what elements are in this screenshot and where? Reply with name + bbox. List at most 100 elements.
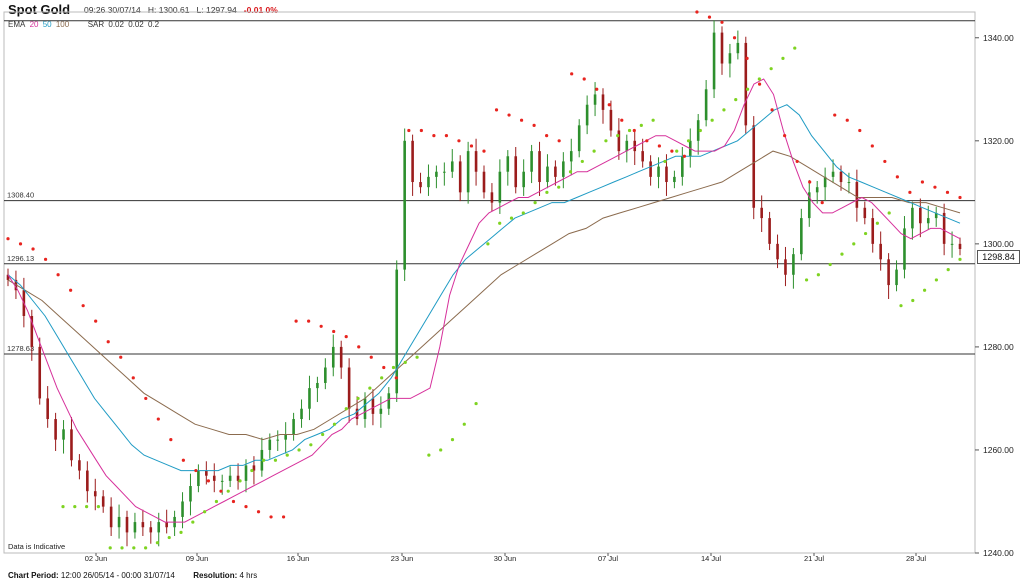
sar-dot-up [262,458,266,462]
sar-dot-down [369,355,373,359]
sar-dot-up [498,221,502,225]
sar-dot-down [570,72,574,76]
candle-body [887,259,890,286]
candle-body [585,104,589,126]
sar-dot-up [450,438,455,442]
sar-dot-down [169,438,173,442]
candle-body [768,218,771,244]
candle-body [157,522,161,533]
sar-dot-down [43,257,48,261]
sar-dot-down [194,468,198,473]
sar-dot-down [294,319,298,323]
sar-dot-down [507,113,511,117]
ema-label: EMA [8,20,26,29]
sar-dot-down [707,15,712,19]
candle-body [593,94,597,105]
candle-body [784,259,787,275]
sar-dot-up [179,530,183,534]
sar-dot-up [568,170,573,174]
sar-dot-down [94,319,98,323]
x-tick-label: 14 Jul [701,554,721,563]
sar-dot-up [922,288,927,292]
candle-body [879,243,882,260]
y-tick-label: 1320.00 [983,136,1014,146]
candle-body [109,506,113,528]
sar-dot-up [486,242,490,246]
candle-body [308,388,311,409]
sar-dot-up [332,422,337,426]
sar-dot-up [61,505,65,509]
sar-dot-up [155,541,160,545]
quote-change: -0.01 0% [243,5,278,15]
sar-dot-down [732,36,737,40]
sar-dot-down [883,159,887,164]
candle-body [316,382,319,389]
sar-dot-up [226,489,230,493]
candle-body [419,182,422,188]
reference-line-label: 1308.40 [7,191,34,200]
candle-body [244,465,248,481]
quote-high: H: 1300.61 [147,5,190,15]
ema50-period: 50 [42,20,52,29]
sar-dot-up [96,505,101,509]
sar-dot-up [852,242,856,246]
sar-param-start: 0.02 [108,20,124,29]
sar-dot-up [309,443,313,447]
candle-body [189,486,192,502]
sar-dot-up [144,546,148,550]
sar-dot-up [85,505,89,509]
candle-body [919,207,922,224]
candle-body [847,182,851,184]
sar-dot-down [645,139,649,143]
candle-body [871,218,875,244]
quote-low: L: 1297.94 [196,5,237,15]
sar-dot-up [344,407,348,411]
chart-header: Spot Gold 09:26 30/07/14 H: 1300.61 L: 1… [0,0,1024,36]
period-value: 12:00 26/05/14 - 00:00 31/07/14 [60,571,175,580]
sar-dot-down [670,149,674,153]
sar-dot-down [895,175,899,179]
candle-body [522,171,525,188]
reference-line-label: 1296.13 [7,254,34,263]
sar-dot-down [219,489,223,493]
candle-body [205,470,208,476]
y-tick-label: 1340.00 [983,33,1014,43]
sar-dot-down [444,134,449,138]
candle-body [427,176,430,188]
sar-dot-down [144,396,148,401]
sar-dot-down [783,134,787,138]
candle-body [807,192,811,219]
sar-dot-down [482,149,486,153]
candle-body [490,192,494,203]
sar-dot-up [533,201,537,205]
sar-dot-down [682,154,687,158]
resolution-value: 4 hrs [239,571,258,580]
candle-body [815,187,819,193]
sar-dot-down [908,190,912,194]
indicator-legend: EMA 20 50 100 SAR 0.02 0.02 0.2 [8,20,161,29]
candles [6,20,962,547]
sar-dot-down [833,113,837,117]
candle-body [197,470,200,487]
sar-dot-up [958,257,962,261]
candle-body [482,171,486,193]
sar-dot-down [469,144,474,148]
sar-dot-down [18,242,23,246]
sar-dot-up [167,535,171,540]
sar-dot-up [73,505,77,509]
candle-body [435,171,438,177]
candle-body [347,367,351,409]
sar-dot-down [795,159,799,164]
sar-dot-up [639,123,643,127]
candle-body [181,501,184,517]
candle-body [609,109,613,131]
sar-dot-up [911,298,915,303]
sar-dot-up [934,278,938,282]
sar-dot-down [394,376,398,380]
x-tick-label: 23 Jun [391,554,414,563]
sar-dot-up [675,149,679,153]
sar-dot-down [281,515,286,519]
sar-dot-down [820,201,824,205]
sar-dot-down [31,247,35,251]
sar-dot-up [285,453,289,457]
